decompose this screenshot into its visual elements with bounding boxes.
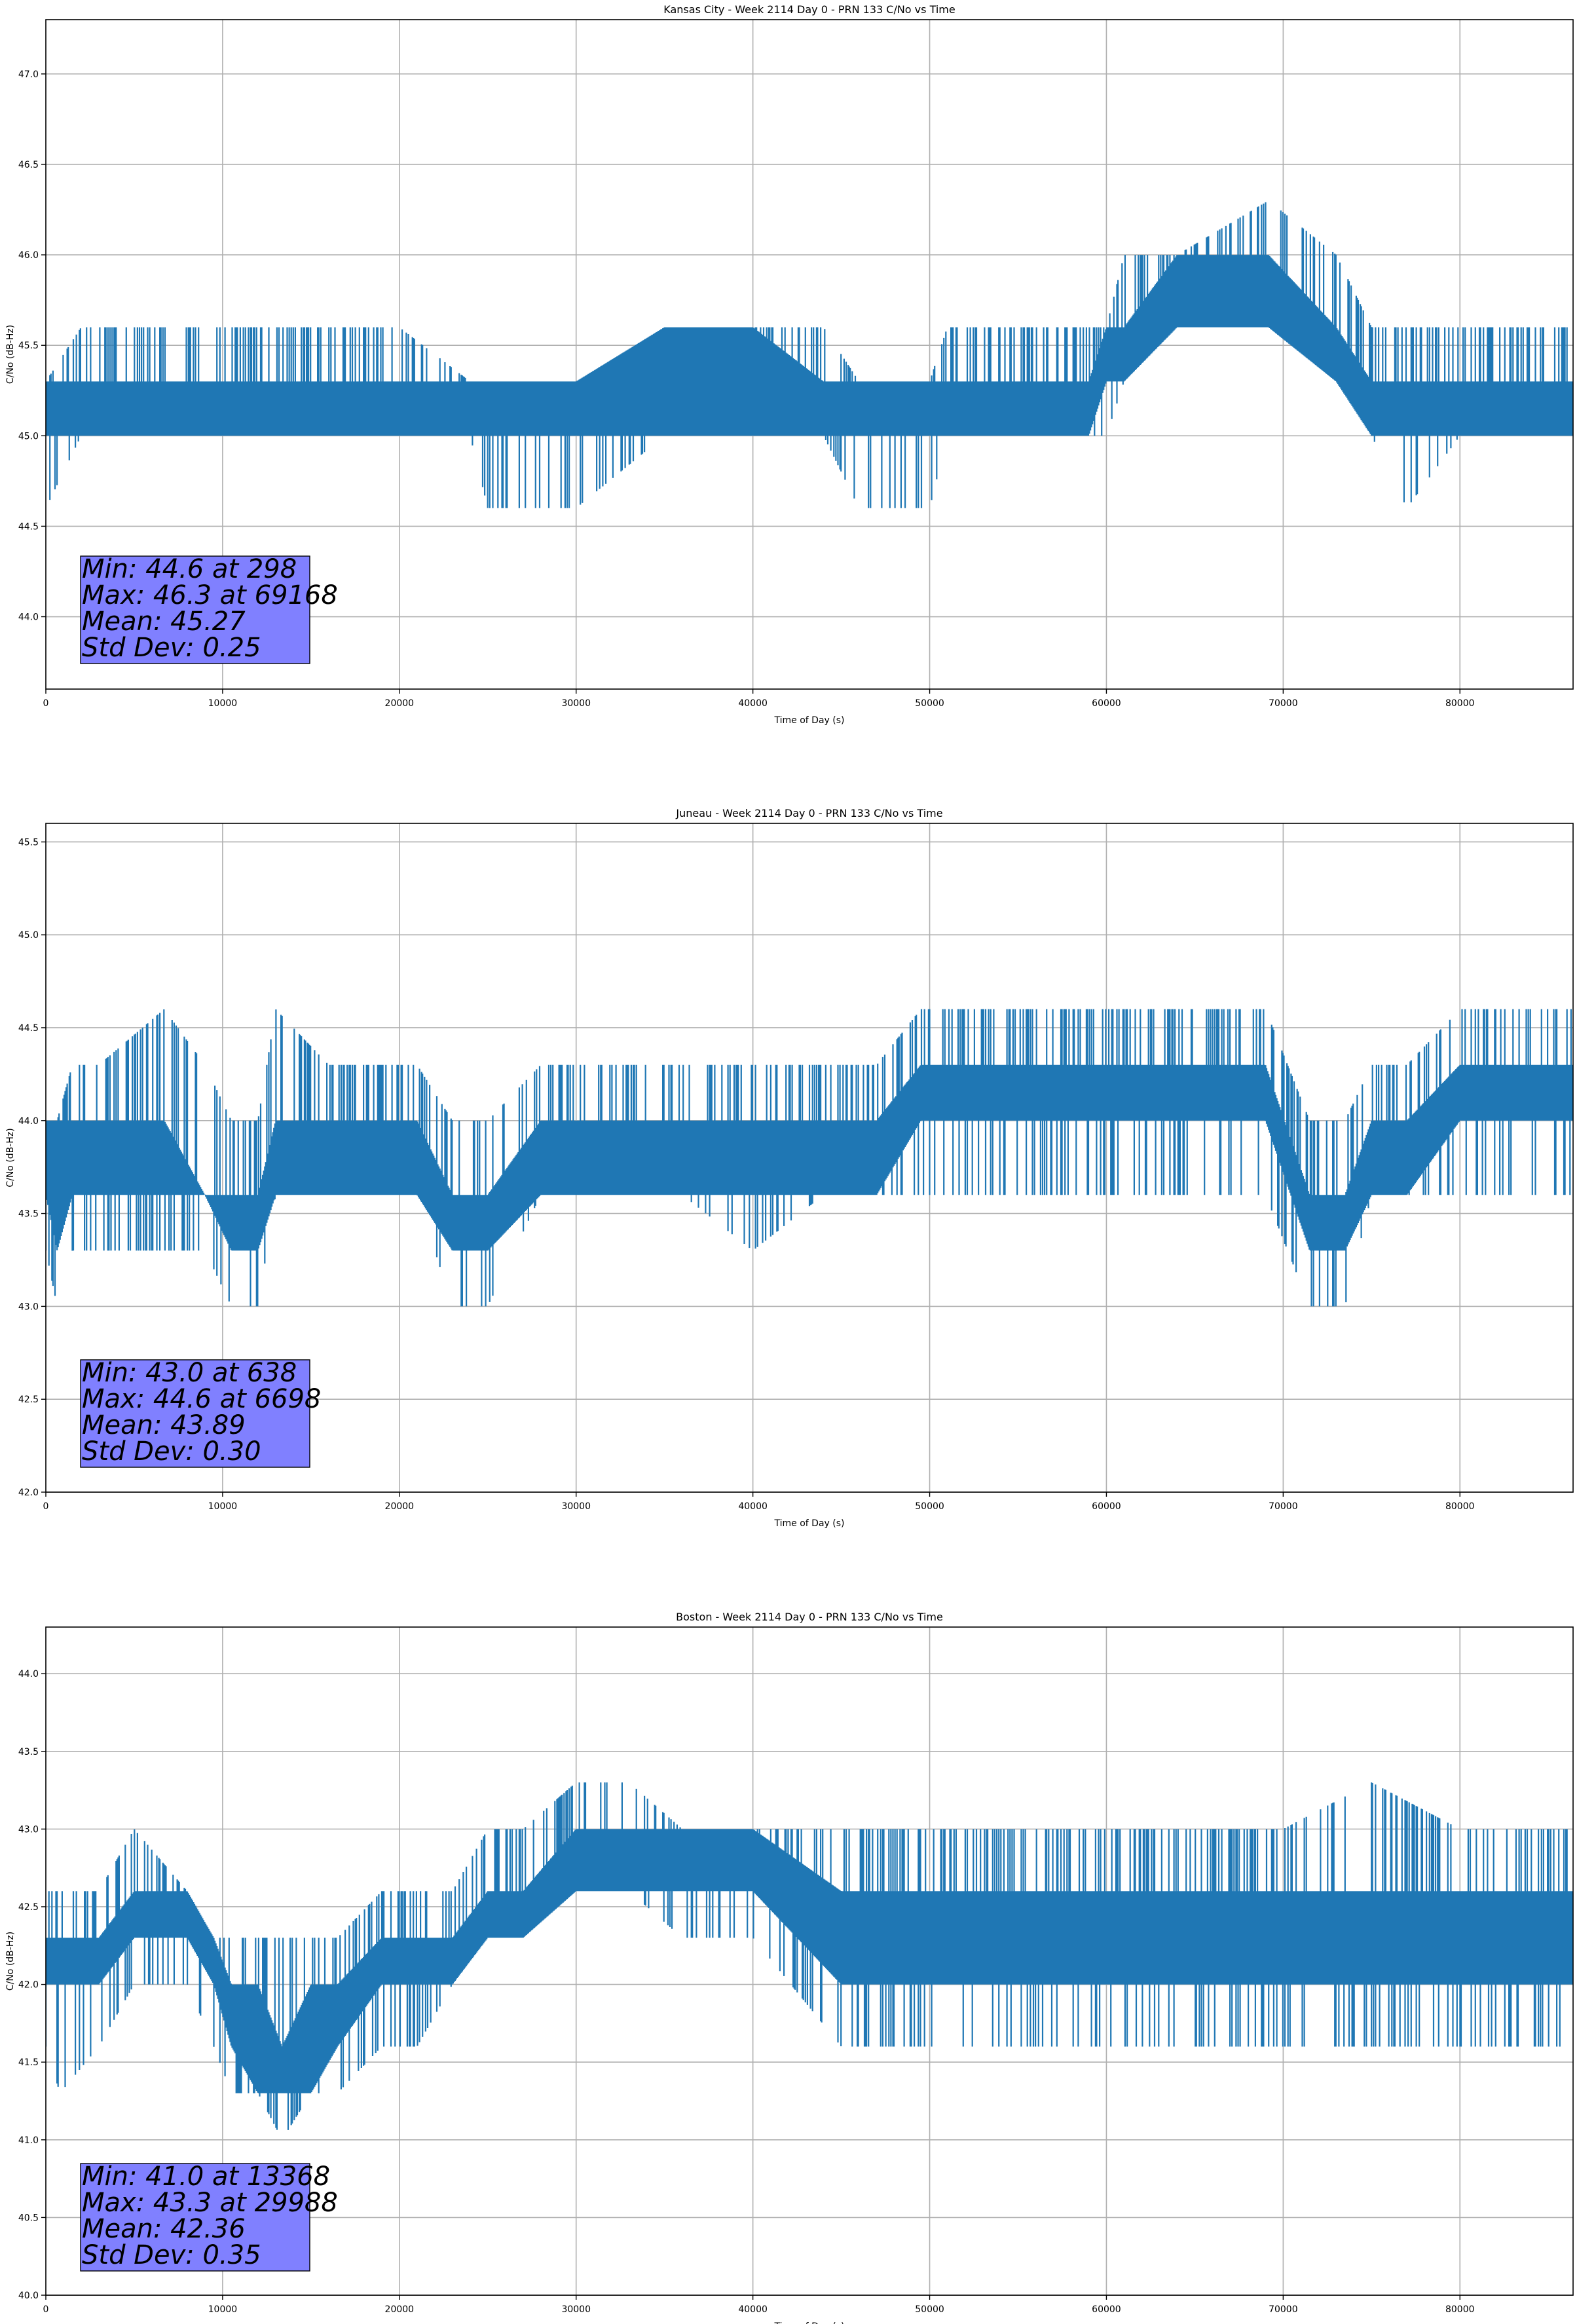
x-tick-label: 70000 — [1269, 2304, 1298, 2315]
cno-series-line — [46, 1009, 1573, 1307]
x-tick-label: 10000 — [208, 2304, 238, 2315]
y-tick-label: 43.0 — [18, 1824, 39, 1835]
y-tick-label: 42.0 — [18, 1488, 39, 1498]
y-axis-label: C/No (dB-Hz) — [5, 1128, 16, 1187]
stats-line: Std Dev: 0.35 — [82, 2240, 261, 2270]
stats-line: Mean: 42.36 — [82, 2214, 246, 2244]
y-tick-label: 46.5 — [18, 160, 39, 170]
x-tick-label: 60000 — [1092, 698, 1121, 709]
x-tick-label: 20000 — [385, 698, 415, 709]
x-tick-label: 30000 — [561, 2304, 591, 2315]
x-tick-label: 20000 — [385, 1501, 415, 1512]
x-tick-label: 70000 — [1269, 1501, 1298, 1512]
y-tick-label: 45.0 — [18, 930, 39, 941]
x-tick-label: 10000 — [208, 698, 238, 709]
x-tick-label: 40000 — [738, 698, 768, 709]
y-axis-label: C/No (dB-Hz) — [5, 1932, 16, 1991]
chart-title: Kansas City - Week 2114 Day 0 - PRN 133 … — [663, 3, 955, 16]
stats-line: Min: 44.6 at 298 — [82, 554, 297, 584]
y-tick-label: 45.0 — [18, 431, 39, 441]
y-tick-label: 43.5 — [18, 1209, 39, 1220]
y-tick-label: 43.5 — [18, 1747, 39, 1757]
plot-frame — [45, 823, 1574, 1493]
y-tick-label: 43.0 — [18, 1302, 39, 1312]
stats-line: Std Dev: 0.25 — [82, 633, 261, 663]
plot-frame — [45, 1626, 1574, 2296]
y-tick-label: 44.0 — [18, 1116, 39, 1127]
x-tick-label: 0 — [43, 1501, 49, 1512]
stats-line: Std Dev: 0.30 — [82, 1436, 261, 1467]
y-tick-label: 45.5 — [18, 837, 39, 848]
cno-series-line — [46, 1782, 1573, 2130]
y-tick-label: 40.5 — [18, 2213, 39, 2223]
y-tick-label: 42.5 — [18, 1902, 39, 1913]
y-tick-label: 41.5 — [18, 2057, 39, 2068]
y-tick-label: 46.0 — [18, 250, 39, 261]
x-tick-label: 50000 — [915, 2304, 944, 2315]
stats-line: Min: 43.0 at 638 — [82, 1358, 297, 1388]
plot-frame — [45, 19, 1574, 690]
y-tick-label: 44.0 — [18, 1669, 39, 1679]
x-tick-label: 80000 — [1445, 2304, 1475, 2315]
y-tick-label: 44.0 — [18, 612, 39, 623]
x-tick-label: 50000 — [915, 1501, 944, 1512]
x-tick-label: 30000 — [561, 698, 591, 709]
x-tick-label: 50000 — [915, 698, 944, 709]
y-tick-label: 42.5 — [18, 1395, 39, 1405]
x-tick-label: 0 — [43, 2304, 49, 2315]
stats-line: Mean: 43.89 — [82, 1410, 246, 1440]
stats-line: Mean: 45.27 — [82, 607, 246, 637]
chart-title: Juneau - Week 2114 Day 0 - PRN 133 C/No … — [675, 807, 942, 819]
stats-box-background — [80, 555, 310, 664]
stats-box-background — [80, 1359, 310, 1468]
x-axis-label: Time of Day (s) — [774, 2321, 845, 2324]
y-tick-label: 42.0 — [18, 1980, 39, 1991]
cno-series-line — [46, 202, 1573, 508]
x-tick-label: 10000 — [208, 1501, 238, 1512]
x-tick-label: 30000 — [561, 1501, 591, 1512]
x-tick-label: 80000 — [1445, 698, 1475, 709]
x-tick-label: 60000 — [1092, 1501, 1121, 1512]
x-tick-label: 70000 — [1269, 698, 1298, 709]
y-tick-label: 47.0 — [18, 69, 39, 80]
x-tick-label: 20000 — [385, 2304, 415, 2315]
x-tick-label: 40000 — [738, 1501, 768, 1512]
x-tick-label: 80000 — [1445, 1501, 1475, 1512]
x-tick-label: 40000 — [738, 2304, 768, 2315]
chart-panel: 0 10000 20000 30000 40000 50000 60000 70000 8000… — [5, 807, 1574, 1529]
y-tick-label: 41.0 — [18, 2135, 39, 2146]
x-tick-label: 60000 — [1092, 2304, 1121, 2315]
stats-line: Min: 41.0 at 13368 — [82, 2162, 330, 2192]
y-tick-label: 40.0 — [18, 2291, 39, 2301]
x-axis-label: Time of Day (s) — [774, 1518, 845, 1529]
x-tick-label: 0 — [43, 698, 49, 709]
chart-panel: 0 10000 20000 30000 40000 50000 60000 70000 8000… — [5, 3, 1574, 726]
chart-title: Boston - Week 2114 Day 0 - PRN 133 C/No … — [676, 1611, 943, 1623]
stats-line: Max: 43.3 at 29988 — [82, 2188, 338, 2218]
y-tick-label: 45.5 — [18, 341, 39, 351]
y-tick-label: 44.5 — [18, 1023, 39, 1034]
stats-line: Max: 46.3 at 69168 — [82, 580, 338, 610]
y-tick-label: 44.5 — [18, 521, 39, 532]
chart-panel: 0 10000 20000 30000 40000 50000 60000 70000 8000… — [5, 1611, 1574, 2324]
x-axis-label: Time of Day (s) — [774, 715, 845, 726]
y-axis-label: C/No (dB-Hz) — [5, 325, 16, 384]
stats-line: Max: 44.6 at 6698 — [82, 1384, 321, 1414]
stats-box-background — [80, 2163, 310, 2272]
